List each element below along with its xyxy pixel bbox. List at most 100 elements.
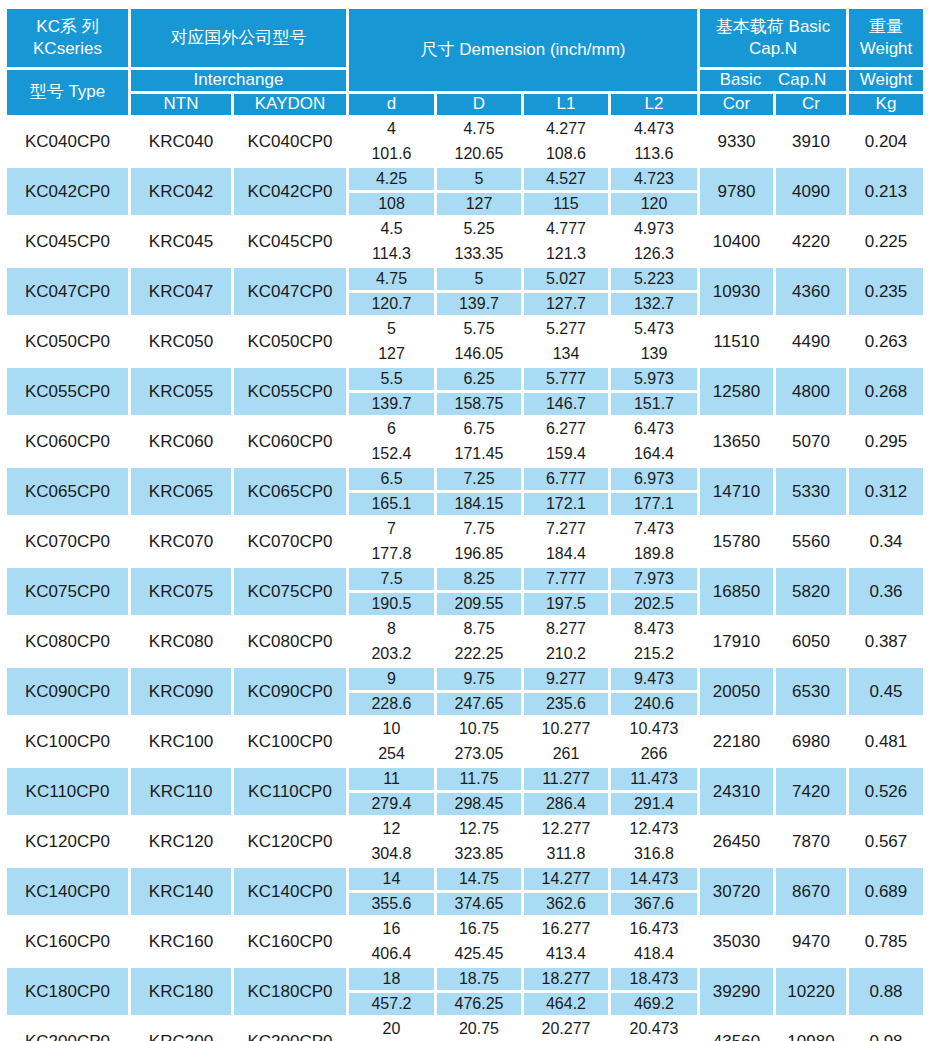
value-D-mm: 374.65 (437, 893, 521, 915)
cell-model-type: KC080CP0 (7, 618, 128, 665)
cell-dim-d: 18 457.2 (349, 968, 434, 1015)
cell-cr: 6050 (776, 618, 846, 665)
value-d-mm: 127 (349, 343, 434, 365)
value-L1-mm: 210.2 (524, 643, 608, 665)
header-col-D: D (437, 94, 521, 115)
cell-model-type: KC050CP0 (7, 318, 128, 365)
value-L2-inch: 11.473 (611, 768, 697, 790)
cell-kg: 0.225 (849, 218, 923, 265)
cell-model-type: KC055CP0 (7, 368, 128, 415)
cell-kg: 0.235 (849, 268, 923, 315)
cell-cr: 4090 (776, 168, 846, 215)
value-L1-inch: 5.277 (524, 318, 608, 340)
cell-dim-D: 14.75 374.65 (437, 868, 521, 915)
value-d-mm: 457.2 (349, 993, 434, 1015)
cell-dim-L1: 5.027 127.7 (524, 268, 608, 315)
value-L1-mm: 172.1 (524, 493, 608, 515)
cell-kg: 0.689 (849, 868, 923, 915)
value-d-inch: 11 (349, 768, 434, 790)
header-series-cn: KC系 列 (36, 16, 98, 38)
cell-dim-L2: 7.473 189.8 (611, 518, 697, 565)
value-d-inch: 18 (349, 968, 434, 990)
value-L2-mm: 316.8 (611, 843, 697, 865)
table-row: KC050CP0 KRC050 KC050CP0 5 127 5.75 146.… (7, 318, 923, 365)
cell-dim-L2: 6.973 177.1 (611, 468, 697, 515)
cell-kg: 0.88 (849, 968, 923, 1015)
cell-kg: 0.204 (849, 118, 923, 165)
cell-kaydon: KC200CP0 (234, 1018, 346, 1041)
value-L1-mm: 362.6 (524, 893, 608, 915)
cell-ntn: KRC055 (131, 368, 231, 415)
value-D-inch: 7.75 (437, 518, 521, 540)
header-weight-sub: Weight (849, 70, 923, 91)
value-L1-inch: 5.027 (524, 268, 608, 290)
cell-dim-L1: 4.777 121.3 (524, 218, 608, 265)
cell-dim-D: 4.75 120.65 (437, 118, 521, 165)
value-L1-inch: 18.277 (524, 968, 608, 990)
value-L2-inch: 4.723 (611, 168, 697, 190)
value-L2-mm: 177.1 (611, 493, 697, 515)
cell-ntn: KRC065 (131, 468, 231, 515)
cell-dim-L2: 4.473 113.6 (611, 118, 697, 165)
value-d-inch: 6 (349, 418, 434, 440)
cell-cr: 5330 (776, 468, 846, 515)
cell-model-type: KC075CP0 (7, 568, 128, 615)
cell-ntn: KRC080 (131, 618, 231, 665)
cell-dim-d: 4.75 120.7 (349, 268, 434, 315)
cell-dim-L2: 12.473 316.8 (611, 818, 697, 865)
value-d-inch: 4.25 (349, 168, 434, 190)
value-L2-inch: 5.973 (611, 368, 697, 390)
value-L2-mm: 291.4 (611, 793, 697, 815)
cell-kg: 0.36 (849, 568, 923, 615)
cell-kaydon: KC047CP0 (234, 268, 346, 315)
value-L1-inch: 4.777 (524, 218, 608, 240)
cell-dim-D: 5.25 133.35 (437, 218, 521, 265)
value-D-mm: 120.65 (437, 143, 521, 165)
cell-dim-d: 12 304.8 (349, 818, 434, 865)
cell-kg: 0.785 (849, 918, 923, 965)
cell-dim-D: 11.75 298.45 (437, 768, 521, 815)
value-d-mm: 152.4 (349, 443, 434, 465)
cell-kaydon: KC050CP0 (234, 318, 346, 365)
value-L1-mm: 286.4 (524, 793, 608, 815)
value-L2-mm: 132.7 (611, 293, 697, 315)
header-interchange-cn: 对应国外公司型号 (131, 9, 346, 67)
value-D-inch: 5 (437, 168, 521, 190)
cell-dim-L2: 5.973 151.7 (611, 368, 697, 415)
cell-cr: 3910 (776, 118, 846, 165)
header-col-kg: Kg (849, 94, 923, 115)
value-D-mm: 476.25 (437, 993, 521, 1015)
table-row: KC042CP0 KRC042 KC042CP0 4.25 108 5 127 … (7, 168, 923, 215)
cell-cr: 7420 (776, 768, 846, 815)
cell-cr: 10220 (776, 968, 846, 1015)
value-L1-inch: 10.277 (524, 718, 608, 740)
cell-dim-D: 7.25 184.15 (437, 468, 521, 515)
cell-cor: 11510 (700, 318, 773, 365)
cell-kaydon: KC042CP0 (234, 168, 346, 215)
cell-kaydon: KC075CP0 (234, 568, 346, 615)
value-L2-mm: 164.4 (611, 443, 697, 465)
cell-dim-L1: 4.277 108.6 (524, 118, 608, 165)
value-L2-mm: 469.2 (611, 993, 697, 1015)
header-col-L1: L1 (524, 94, 608, 115)
cell-cr: 10980 (776, 1018, 846, 1041)
cell-model-type: KC140CP0 (7, 868, 128, 915)
value-L2-inch: 14.473 (611, 868, 697, 890)
cell-dim-L1: 14.277 362.6 (524, 868, 608, 915)
value-D-mm: 298.45 (437, 793, 521, 815)
value-D-mm: 273.05 (437, 743, 521, 765)
cell-model-type: KC045CP0 (7, 218, 128, 265)
table-row: KC040CP0 KRC040 KC040CP0 4 101.6 4.75 12… (7, 118, 923, 165)
cell-dim-L1: 6.277 159.4 (524, 418, 608, 465)
value-L1-inch: 12.277 (524, 818, 608, 840)
cell-cor: 26450 (700, 818, 773, 865)
value-L2-inch: 5.223 (611, 268, 697, 290)
cell-cor: 10400 (700, 218, 773, 265)
value-L1-inch: 4.277 (524, 118, 608, 140)
cell-cor: 43560 (700, 1018, 773, 1041)
cell-cr: 5820 (776, 568, 846, 615)
cell-cr: 5070 (776, 418, 846, 465)
cell-kg: 0.268 (849, 368, 923, 415)
table-row: KC045CP0 KRC045 KC045CP0 4.5 114.3 5.25 … (7, 218, 923, 265)
cell-dim-L1: 16.277 413.4 (524, 918, 608, 965)
